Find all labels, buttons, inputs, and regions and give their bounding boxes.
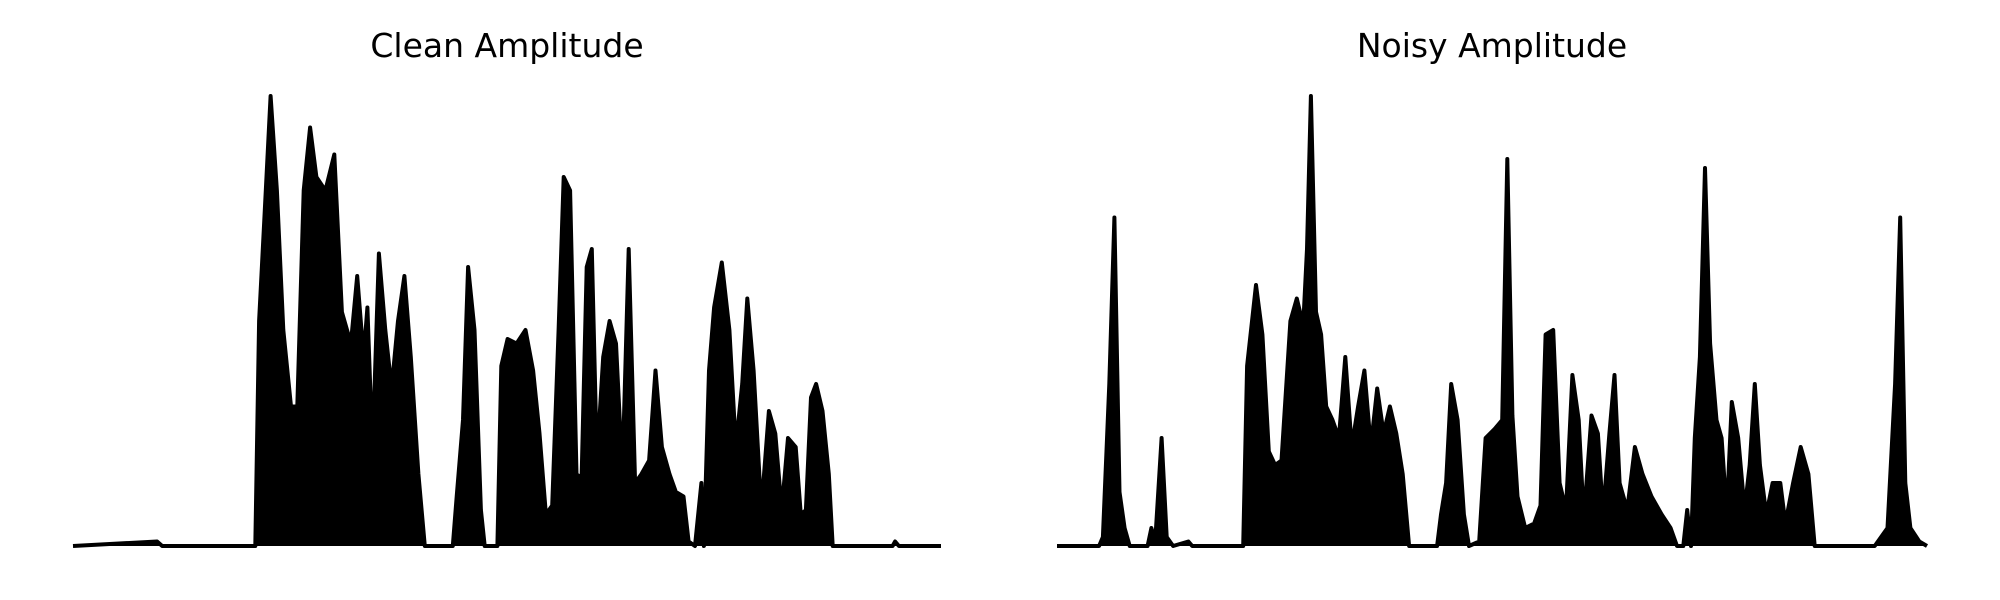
amplitude-envelope (72, 94, 941, 548)
chart-title: Clean Amplitude (370, 26, 643, 65)
chart-title: Noisy Amplitude (1357, 26, 1627, 65)
amplitude-envelope (1057, 94, 1929, 548)
